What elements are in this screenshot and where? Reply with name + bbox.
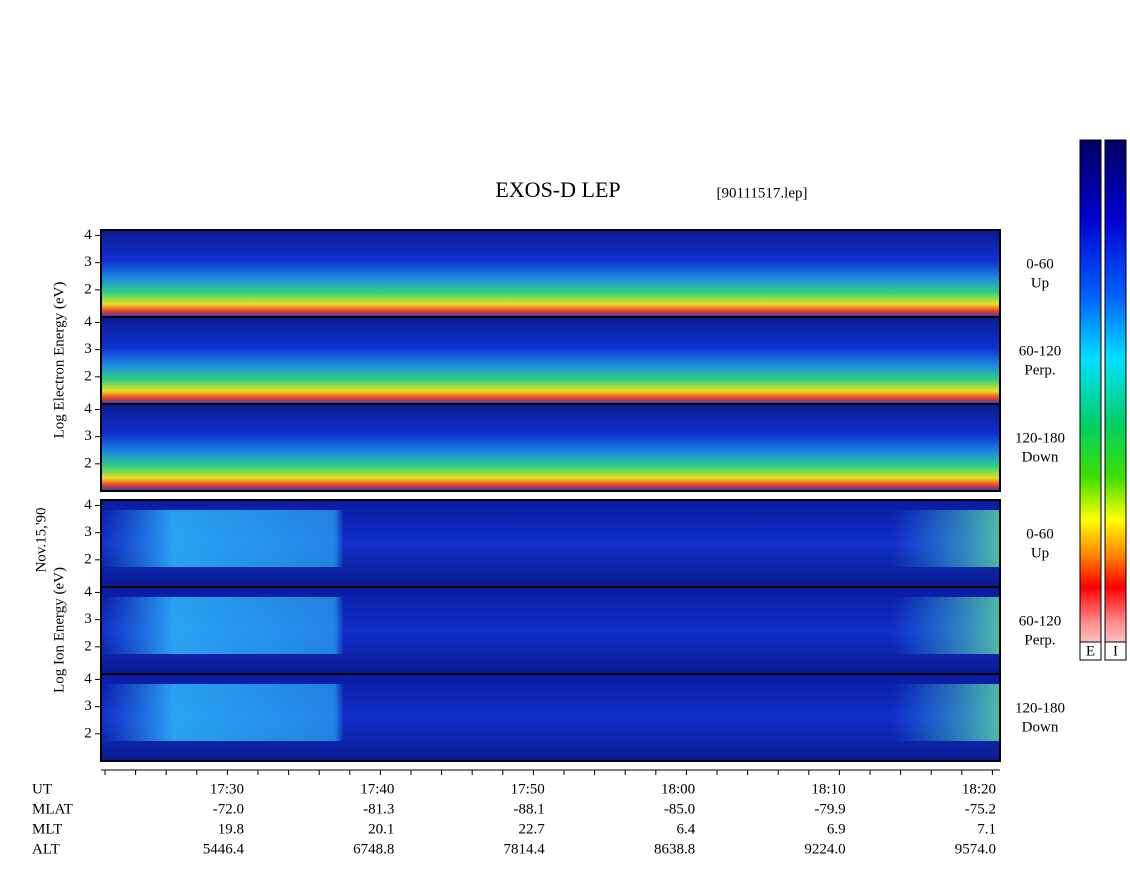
y-tick-label: 4	[84, 314, 92, 330]
colorbar	[1104, 139, 1127, 661]
direction-label: Perp.	[1024, 632, 1055, 648]
y-tick-label: 2	[84, 368, 92, 384]
ephemeris-value: 22.7	[519, 821, 546, 837]
colorbar-label: E	[1086, 643, 1095, 659]
colorbar-label-box	[1104, 641, 1127, 661]
direction-label: Down	[1022, 719, 1059, 735]
file-name: [90111517.lep]	[717, 185, 808, 201]
ephemeris-value: 20.1	[368, 821, 394, 837]
colorbar-label: I	[1113, 643, 1118, 659]
ephemeris-value: 6748.8	[353, 841, 394, 857]
spectrogram-panel	[101, 230, 1000, 317]
y-tick-label: 4	[84, 584, 92, 600]
ephemeris-value: 18:20	[962, 781, 996, 797]
ephemeris-value: -81.3	[363, 801, 394, 817]
colorbar-label-box	[1079, 641, 1102, 661]
y-axis-label: Log Electron Energy (eV)	[51, 282, 67, 439]
pitch-angle-label: 120-180	[1015, 430, 1065, 446]
ephemeris-value: 9574.0	[955, 841, 996, 857]
ephemeris-value: 6.4	[676, 821, 695, 837]
ephemeris-value: 6.9	[827, 821, 846, 837]
spectrogram-panel	[101, 317, 1000, 404]
y-tick-label: 3	[84, 524, 92, 540]
direction-label: Perp.	[1024, 362, 1055, 378]
pitch-angle-label: 60-120	[1019, 613, 1062, 629]
row-label: ALT	[32, 841, 60, 857]
spectrogram-feature	[101, 684, 1000, 741]
colorbar	[1079, 139, 1102, 661]
panel-frame	[100, 673, 1001, 762]
date-label: Nov.15,'90	[33, 507, 49, 572]
y-axis-label: Log Ion Energy (eV)	[51, 567, 67, 693]
title: EXOS-D LEP	[495, 177, 620, 202]
y-tick-label: 4	[84, 227, 92, 243]
ephemeris-value: -79.9	[814, 801, 845, 817]
pitch-angle-label: 60-120	[1019, 343, 1062, 359]
y-tick-label: 2	[84, 455, 92, 471]
ephemeris-value: 17:40	[360, 781, 394, 797]
ephemeris-value: 7814.4	[504, 841, 546, 857]
ephemeris-value: 18:00	[661, 781, 695, 797]
pitch-angle-label: 120-180	[1015, 700, 1065, 716]
y-tick-label: 3	[84, 341, 92, 357]
y-tick-label: 2	[84, 281, 92, 297]
y-tick-label: 3	[84, 428, 92, 444]
pitch-angle-label: 0-60	[1026, 526, 1054, 542]
ephemeris-value: -88.1	[514, 801, 545, 817]
row-label: MLT	[32, 821, 62, 837]
direction-label: Up	[1031, 275, 1049, 291]
y-tick-label: 3	[84, 254, 92, 270]
y-tick-label: 2	[84, 725, 92, 741]
pitch-angle-label: 0-60	[1026, 256, 1054, 272]
y-tick-label: 4	[84, 671, 92, 687]
ephemeris-value: 17:50	[511, 781, 545, 797]
y-tick-label: 2	[84, 638, 92, 654]
ephemeris-value: -85.0	[664, 801, 695, 817]
ephemeris-value: 9224.0	[804, 841, 845, 857]
y-tick-label: 2	[84, 551, 92, 567]
y-tick-label: 4	[84, 401, 92, 417]
ephemeris-value: 19.8	[218, 821, 244, 837]
ephemeris-value: 8638.8	[654, 841, 695, 857]
y-tick-label: 3	[84, 611, 92, 627]
row-label: UT	[32, 781, 52, 797]
spectrogram-feature	[101, 510, 1000, 567]
direction-label: Down	[1022, 449, 1059, 465]
y-tick-label: 4	[84, 497, 92, 513]
spectrogram-feature	[101, 597, 1000, 654]
ephemeris-value: 18:10	[811, 781, 845, 797]
ephemeris-value: 5446.4	[203, 841, 245, 857]
direction-label: Up	[1031, 545, 1049, 561]
ephemeris-value: -72.0	[213, 801, 244, 817]
ephemeris-value: -75.2	[965, 801, 996, 817]
ephemeris-value: 17:30	[210, 781, 244, 797]
y-tick-label: 3	[84, 698, 92, 714]
ephemeris-value: 7.1	[977, 821, 996, 837]
spectrogram-panel	[101, 404, 1000, 491]
row-label: MLAT	[32, 801, 73, 817]
panel-frame	[100, 403, 1001, 492]
